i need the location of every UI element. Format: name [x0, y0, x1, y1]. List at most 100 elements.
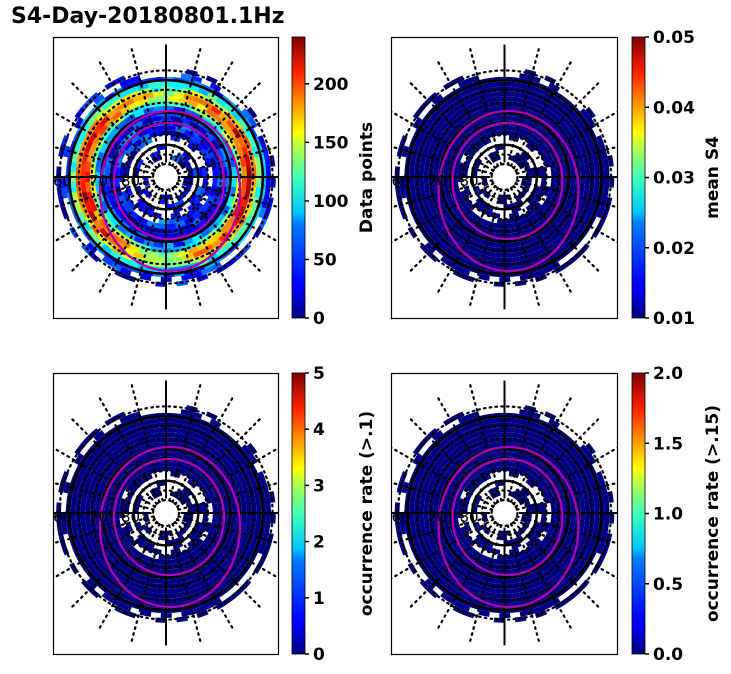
heatmap-bin — [188, 193, 198, 205]
heatmap-bin — [525, 435, 538, 444]
heatmap-bin — [106, 108, 118, 120]
heatmap-bin — [504, 461, 515, 468]
heatmap-bin — [604, 165, 610, 177]
heatmap-bin — [111, 569, 123, 580]
heatmap-bin — [134, 478, 145, 489]
heatmap-bin — [191, 133, 203, 144]
heatmap-bin — [511, 205, 522, 214]
heatmap-bin — [244, 155, 251, 168]
heatmap-bin — [592, 186, 600, 198]
heatmap-bin — [101, 256, 114, 267]
heatmap-bin — [168, 251, 180, 258]
heatmap-bin — [128, 580, 141, 589]
heatmap-bin — [197, 423, 210, 433]
heatmap-bin — [456, 530, 466, 542]
heatmap-bin — [247, 471, 257, 484]
heatmap-bin — [218, 567, 230, 579]
heatmap-bin — [110, 597, 123, 608]
heatmap-bin — [558, 120, 570, 132]
heatmap-bin — [251, 196, 260, 208]
heatmap-bin — [553, 582, 566, 593]
heatmap-bin — [534, 438, 547, 449]
heatmap-bin — [115, 493, 123, 505]
heatmap-bin — [93, 442, 105, 454]
latitude-label-70: 70 — [428, 172, 447, 190]
heatmap-bin — [427, 536, 437, 549]
heatmap-bin — [220, 456, 231, 468]
heatmap-bin — [72, 527, 80, 540]
heatmap-bin — [264, 186, 271, 199]
heatmap-bin — [579, 166, 586, 177]
heatmap-bin — [246, 512, 252, 524]
heatmap-bin — [548, 82, 561, 93]
heatmap-bin — [548, 105, 561, 116]
heatmap-bin — [570, 127, 580, 139]
heatmap-bin — [542, 467, 553, 479]
heatmap-bin — [427, 200, 437, 213]
heatmap-bin — [467, 244, 479, 253]
heatmap-bin — [198, 185, 207, 197]
heatmap-bin — [241, 512, 247, 524]
heatmap-bin — [525, 537, 537, 548]
heatmap-bin — [520, 486, 531, 497]
heatmap-bin — [569, 232, 580, 244]
heatmap-bin — [107, 195, 117, 207]
heatmap-bin — [526, 456, 539, 466]
heatmap-bin — [491, 242, 503, 249]
heatmap-bin — [470, 94, 483, 103]
heatmap-bin — [582, 522, 590, 534]
heatmap-bin — [182, 429, 195, 437]
heatmap-bin — [137, 434, 150, 442]
heatmap-bin — [128, 437, 140, 446]
heatmap-bin — [575, 454, 586, 466]
heatmap-bin — [456, 255, 469, 265]
heatmap-bin — [155, 125, 166, 132]
heatmap-bin — [133, 571, 145, 581]
heatmap-bin — [254, 491, 261, 504]
heatmap-bin — [563, 455, 575, 467]
heatmap-bin — [137, 551, 149, 561]
heatmap-bin — [179, 117, 191, 126]
heatmap-bin — [200, 227, 212, 238]
figure-title: S4-Day-20180801.1Hz — [11, 4, 285, 29]
heatmap-bin — [431, 429, 444, 441]
heatmap-bin — [247, 116, 258, 129]
heatmap-bin — [137, 215, 149, 225]
heatmap-bin — [86, 578, 98, 590]
heatmap-bin — [95, 497, 102, 509]
heatmap-bin — [426, 228, 437, 240]
latitude-label-70: 70 — [428, 508, 447, 526]
heatmap-bin — [261, 481, 269, 493]
heatmap-bin — [515, 213, 527, 223]
heatmap-bin — [479, 117, 491, 126]
heatmap-bin — [255, 166, 262, 177]
heatmap-bin — [457, 414, 470, 424]
heatmap-bin — [188, 529, 198, 541]
heatmap-bin — [119, 78, 132, 88]
heatmap-bin — [132, 456, 144, 466]
heatmap-bin — [464, 144, 475, 156]
heatmap-bin — [476, 98, 488, 106]
heatmap-bin — [247, 452, 258, 465]
heatmap-bin — [124, 113, 136, 124]
heatmap-bin — [209, 492, 217, 504]
heatmap-bin — [511, 541, 522, 550]
heatmap-bin — [419, 181, 426, 194]
heatmap-bin — [547, 492, 556, 504]
heatmap-bin — [531, 538, 542, 549]
latitude-label-60: 60 — [392, 172, 411, 190]
heatmap-bin — [513, 556, 525, 564]
heatmap-bin — [116, 455, 128, 466]
heatmap-bin — [590, 196, 598, 208]
heatmap-bin — [225, 195, 235, 208]
heatmap-bin — [553, 213, 564, 225]
colorbar-tick-label: 0 — [313, 645, 325, 665]
heatmap-bin — [255, 176, 262, 188]
heatmap-bin — [220, 120, 231, 132]
heatmap-bin — [543, 572, 556, 583]
heatmap-bin — [148, 251, 160, 258]
heatmap-bin — [543, 194, 553, 206]
heatmap-bin — [412, 453, 423, 465]
heatmap-bin — [134, 537, 146, 548]
heatmap-bin — [515, 549, 527, 559]
